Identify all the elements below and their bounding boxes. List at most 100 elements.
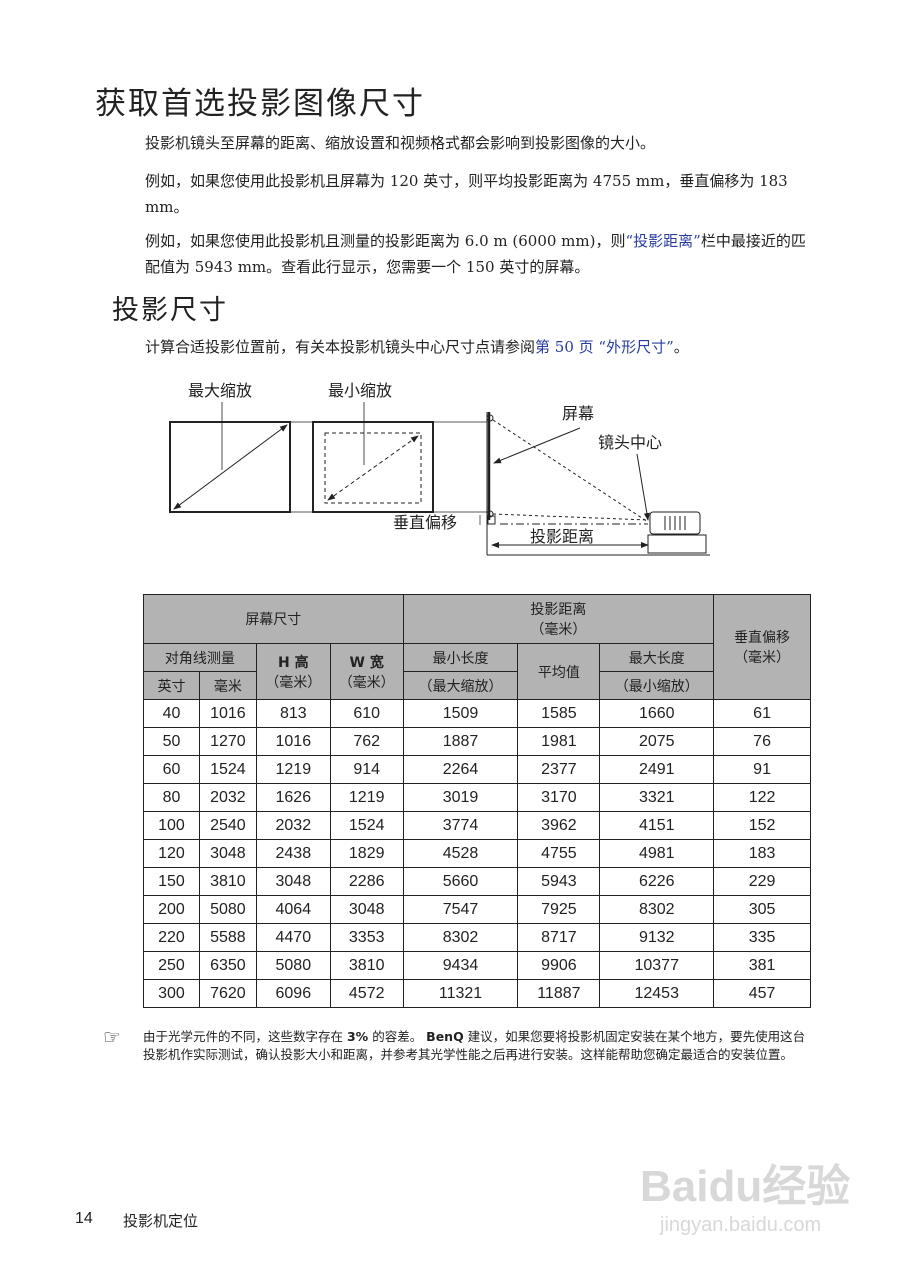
table-cell: 8302 [599, 895, 715, 924]
text: 投影距离 [530, 602, 587, 618]
table-cell: 100 [143, 811, 200, 840]
table-row: 250 6350 5080 3810 9434 9906 10377 381 [143, 951, 811, 980]
table-row: 40 1016 813 610 1509 1585 1660 61 [143, 699, 811, 728]
table-cell: 9906 [517, 951, 601, 980]
label-min-zoom: 最小缩放 [328, 381, 392, 400]
paragraph: 例如，如果您使用此投影机且屏幕为 120 英寸，则平均投影距离为 4755 mm… [145, 172, 788, 216]
table-cell: 1016 [198, 699, 257, 728]
text: 。 [673, 338, 689, 356]
table-cell: 12453 [599, 979, 715, 1008]
table-cell: 610 [329, 699, 404, 728]
table-cell: 457 [713, 979, 811, 1008]
table-cell: 183 [713, 839, 811, 868]
table-cell: 1270 [198, 727, 257, 756]
table-cell: 120 [143, 839, 200, 868]
link-page-50[interactable]: 第 50 页 “外形尺寸” [535, 338, 674, 356]
table-cell: 1509 [402, 699, 519, 728]
header-height: H 高 （毫米） [255, 643, 331, 700]
table-cell: 6096 [255, 979, 331, 1008]
header-average: 平均值 [517, 643, 601, 700]
table-cell: 3810 [329, 951, 404, 980]
table-cell: 61 [713, 699, 811, 728]
projection-diagram: 最大缩放 最小缩放 屏幕 镜头中心 垂直偏移 投影距离 [169, 381, 710, 556]
table-cell: 2540 [198, 811, 257, 840]
table-row: 150 3810 3048 2286 5660 5943 6226 229 [143, 867, 811, 896]
text: 计算合适投影位置前，有关本投影机镜头中心尺寸点请参阅 [145, 338, 536, 356]
watermark-url: jingyan.baidu.com [660, 1214, 822, 1236]
table-cell: 5080 [255, 951, 331, 980]
table-row: 300 7620 6096 4572 11321 11887 12453 457 [143, 979, 811, 1008]
table-cell: 10377 [599, 951, 715, 980]
table-cell: 2032 [198, 783, 257, 812]
table-cell: 1585 [517, 699, 601, 728]
table-cell: 11887 [517, 979, 601, 1008]
page-number: 14 [75, 1210, 93, 1227]
table-cell: 80 [143, 783, 200, 812]
text: （毫米） [265, 674, 322, 691]
table-cell: 1524 [329, 811, 404, 840]
table-cell: 5588 [198, 923, 257, 952]
header-width: W 宽 （毫米） [329, 643, 404, 700]
table-cell: 1660 [599, 699, 715, 728]
table-cell: 7925 [517, 895, 601, 924]
table-cell: 1524 [198, 755, 257, 784]
table-cell: 3170 [517, 783, 601, 812]
table-cell: 2286 [329, 867, 404, 896]
table-cell: 3353 [329, 923, 404, 952]
table-cell: 1219 [255, 755, 331, 784]
header-projection-distance: 投影距离 （毫米） [402, 594, 715, 644]
text: 的容差。 [368, 1029, 427, 1044]
text: H 高 [278, 654, 309, 671]
link-projection-distance[interactable]: “投影距离” [625, 232, 701, 250]
table-cell: 11321 [402, 979, 519, 1008]
table-cell: 9434 [402, 951, 519, 980]
header-max-zoom: （最大缩放） [402, 671, 519, 700]
table-row: 100 2540 2032 1524 3774 3962 4151 152 [143, 811, 811, 840]
label-lens-center: 镜头中心 [598, 433, 662, 452]
projection-table: 屏幕尺寸 投影距离 （毫米） 垂直偏移 （毫米） 对角线测量 H 高 （毫米） W 宽 （毫米）… [143, 594, 811, 1008]
paragraph: 计算合适投影位置前，有关本投影机镜头中心尺寸点请参阅第 50 页 “外形尺寸”。 [145, 334, 815, 360]
table-row: 220 5588 4470 3353 8302 8717 9132 335 [143, 923, 811, 952]
table-cell: 3962 [517, 811, 601, 840]
header-diagonal: 对角线测量 [143, 643, 257, 672]
table-cell: 813 [255, 699, 331, 728]
paragraph: 例如，如果您使用此投影机且测量的投影距离为 6.0 m (6000 mm)，则“… [145, 228, 815, 280]
text: （毫米） [338, 674, 395, 691]
table-cell: 4981 [599, 839, 715, 868]
text: （毫米） [530, 622, 587, 638]
table-cell: 3048 [329, 895, 404, 924]
label-vertical-offset: 垂直偏移 [393, 513, 457, 532]
header-screen-size: 屏幕尺寸 [143, 594, 404, 644]
table-cell: 8717 [517, 923, 601, 952]
table-row: 80 2032 1626 1219 3019 3170 3321 122 [143, 783, 811, 812]
paragraph: 投影机镜头至屏幕的距离、缩放设置和视频格式都会影响到投影图像的大小。 [145, 134, 656, 152]
table-cell: 914 [329, 755, 404, 784]
text: BenQ [426, 1029, 464, 1044]
text: 例如，如果您使用此投影机且测量的投影距离为 6.0 m (6000 mm)，则 [145, 232, 626, 250]
table-row: 60 1524 1219 914 2264 2377 2491 91 [143, 755, 811, 784]
text: （毫米） [734, 650, 791, 666]
label-screen: 屏幕 [562, 404, 594, 423]
table-cell: 3048 [198, 839, 257, 868]
table-cell: 4151 [599, 811, 715, 840]
table-cell: 40 [143, 699, 200, 728]
table-cell: 4470 [255, 923, 331, 952]
table-cell: 7620 [198, 979, 257, 1008]
table-cell: 1981 [517, 727, 601, 756]
text: W 宽 [349, 654, 384, 671]
note: ☞ 由于光学元件的不同，这些数字存在 3% 的容差。 BenQ 建议，如果您要将… [103, 1027, 813, 1064]
table-cell: 152 [713, 811, 811, 840]
table-cell: 6226 [599, 867, 715, 896]
table-row: 120 3048 2438 1829 4528 4755 4981 183 [143, 839, 811, 868]
pointing-hand-icon: ☞ [103, 1025, 121, 1049]
table-cell: 1016 [255, 727, 331, 756]
table-cell: 9132 [599, 923, 715, 952]
table-cell: 3019 [402, 783, 519, 812]
table-cell: 3048 [255, 867, 331, 896]
table-cell: 4528 [402, 839, 519, 868]
table-cell: 7547 [402, 895, 519, 924]
table-cell: 300 [143, 979, 200, 1008]
table-cell: 150 [143, 867, 200, 896]
table-row: 200 5080 4064 3048 7547 7925 8302 305 [143, 895, 811, 924]
